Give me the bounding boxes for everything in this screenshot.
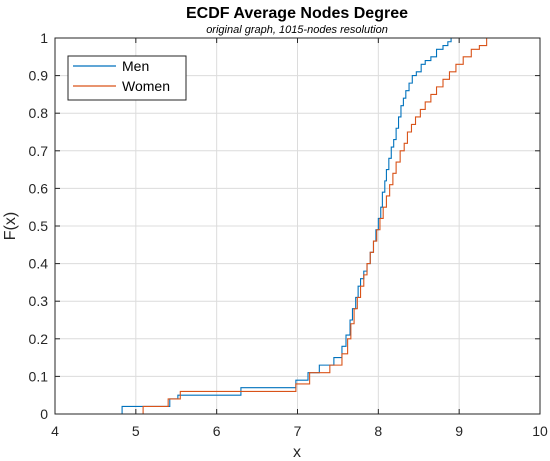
y-tick-label: 0.3 xyxy=(29,293,49,309)
series-lines xyxy=(55,37,540,415)
legend-label-women: Women xyxy=(122,78,170,94)
x-tick-label: 4 xyxy=(51,423,59,439)
y-tick-label: 0.2 xyxy=(29,331,49,347)
y-tick-label: 0.9 xyxy=(29,68,49,84)
legend-box xyxy=(67,55,187,101)
y-tick-label: 0.6 xyxy=(29,180,49,196)
x-axis-label: x xyxy=(293,444,301,461)
legend-label-men: Men xyxy=(122,58,149,74)
x-tick-label: 6 xyxy=(213,423,221,439)
chart-title: ECDF Average Nodes Degree xyxy=(186,5,408,22)
x-tick-label: 8 xyxy=(374,423,382,439)
x-tick-label: 10 xyxy=(532,423,548,439)
legend: Men Women xyxy=(67,55,187,101)
y-tick-label: 0.7 xyxy=(29,143,49,159)
y-tick-label: 1 xyxy=(40,30,48,46)
y-tick-label: 0.5 xyxy=(29,218,49,234)
y-tick-label: 0 xyxy=(40,406,48,422)
series-line-women xyxy=(55,37,540,415)
chart-subtitle: original graph, 1015-nodes resolution xyxy=(206,24,388,36)
x-tick-label: 7 xyxy=(294,423,302,439)
x-tick-label: 9 xyxy=(455,423,463,439)
series-line-men xyxy=(55,37,540,415)
ticks: 4 5 6 7 8 9 10 0 0.1 0.2 0.3 0.4 0.5 0.6 0.7 0.8 0.9 1 xyxy=(29,30,548,439)
y-tick-label: 0.4 xyxy=(29,256,49,272)
y-tick-label: 0.8 xyxy=(29,105,49,121)
x-tick-label: 5 xyxy=(132,423,140,439)
y-tick-label: 0.1 xyxy=(29,368,49,384)
y-axis-label: F(x) xyxy=(2,212,19,240)
